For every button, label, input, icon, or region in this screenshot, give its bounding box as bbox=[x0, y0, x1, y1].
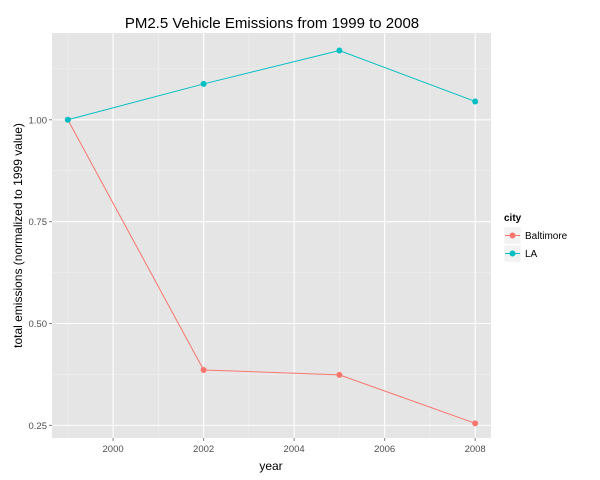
tick-labels: 2000 2002 2004 2006 2008 0.25 0.50 0.75 1.00 bbox=[29, 115, 486, 455]
y-axis-title: total emissions (normalized to 1999 valu… bbox=[11, 123, 25, 348]
legend-key-point-baltimore bbox=[509, 232, 516, 239]
y-tick-label: 0.75 bbox=[29, 217, 48, 228]
legend-label-la: LA bbox=[525, 249, 538, 260]
x-axis-title: year bbox=[259, 459, 282, 473]
series-line-la bbox=[67, 49, 476, 121]
series-line-baltimore bbox=[67, 119, 476, 424]
y-tick-label: 0.25 bbox=[29, 421, 48, 432]
legend-items: Baltimore LA bbox=[503, 226, 568, 263]
major-gridlines bbox=[52, 33, 491, 438]
legend: city Baltimore LA bbox=[503, 213, 568, 263]
data-point-baltimore bbox=[200, 366, 207, 373]
x-tick-label: 2000 bbox=[103, 444, 124, 455]
legend-title: city bbox=[504, 213, 522, 224]
x-tick-label: 2004 bbox=[284, 444, 305, 455]
legend-item-baltimore: Baltimore bbox=[503, 226, 568, 245]
minor-gridlines bbox=[52, 33, 491, 438]
series-points bbox=[64, 47, 479, 427]
data-point-baltimore bbox=[336, 371, 343, 378]
plot-panel bbox=[52, 33, 491, 438]
legend-label-baltimore: Baltimore bbox=[525, 231, 568, 242]
x-tick-label: 2002 bbox=[193, 444, 214, 455]
y-tick-label: 0.50 bbox=[29, 319, 48, 330]
data-point-la bbox=[200, 80, 207, 87]
x-tick-label: 2006 bbox=[374, 444, 395, 455]
x-tick-label: 2008 bbox=[465, 444, 486, 455]
data-point-baltimore bbox=[472, 420, 479, 427]
data-point-la bbox=[64, 116, 71, 123]
data-point-la bbox=[472, 98, 479, 105]
axis-ticks bbox=[49, 119, 476, 441]
legend-key-point-la bbox=[509, 250, 516, 257]
data-point-la bbox=[336, 47, 343, 54]
series-lines bbox=[67, 49, 476, 424]
chart-title: PM2.5 Vehicle Emissions from 1999 to 200… bbox=[125, 15, 419, 32]
legend-item-la: LA bbox=[503, 244, 538, 263]
y-tick-label: 1.00 bbox=[29, 115, 48, 126]
